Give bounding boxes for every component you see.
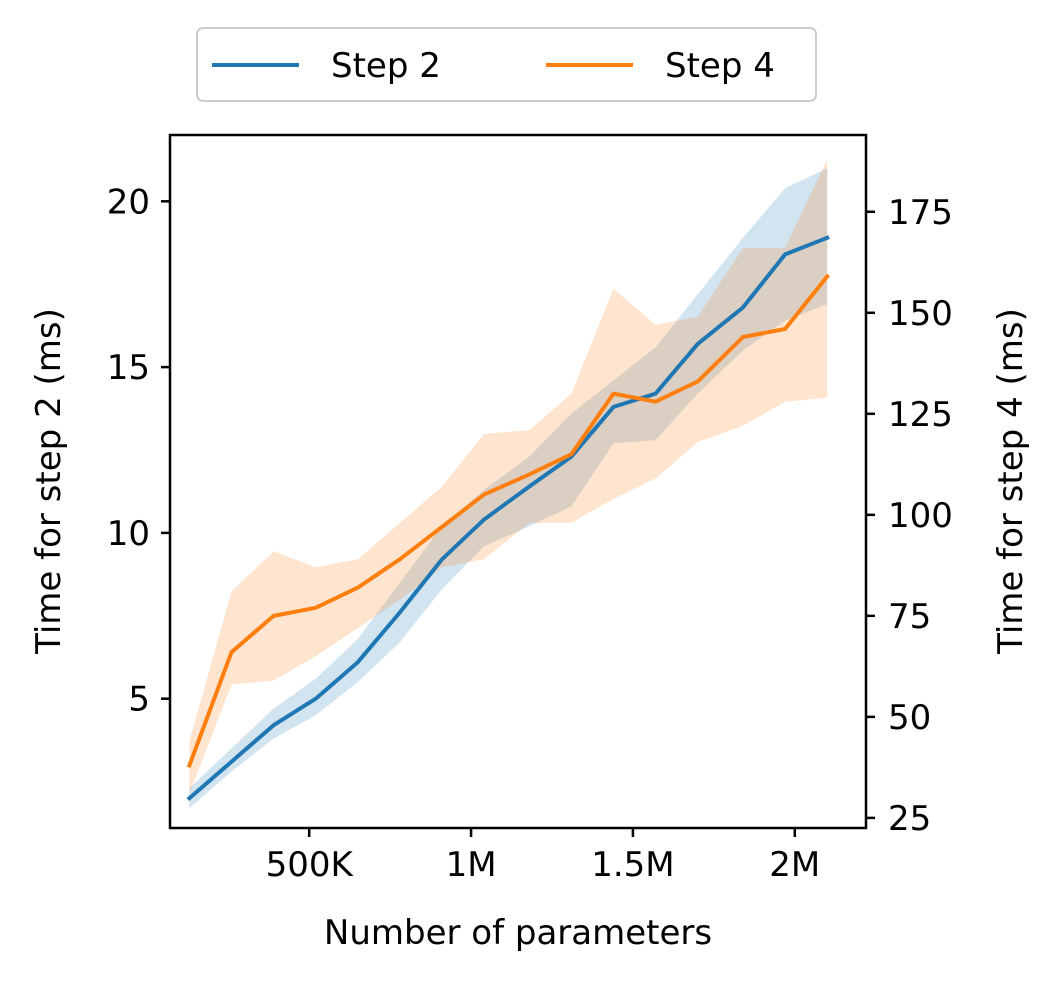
legend-label-step-4: Step 4: [665, 46, 775, 86]
plot-frame: [168, 133, 868, 830]
y-axis-right-ticks: 25 50 75 100 125 150 175: [866, 193, 953, 839]
y-left-tick-label: 20: [107, 182, 150, 222]
x-tick-label: 1.5M: [591, 845, 674, 885]
line-step-4: [186, 273, 831, 768]
y-left-tick-label: 5: [128, 680, 150, 720]
legend: Step 2 Step 4: [196, 27, 817, 102]
y-axis-left-title: Time for step 2 (ms): [29, 308, 69, 655]
legend-box: [196, 27, 817, 102]
y-axis-right-title: Time for step 4 (ms): [991, 308, 1031, 655]
y-left-tick-label: 10: [107, 514, 150, 554]
y-axis-left-ticks: 5 10 15 20: [107, 182, 170, 720]
band-step-2: [189, 168, 828, 809]
band-step-4: [189, 159, 828, 794]
y-left-tick-label: 15: [107, 348, 150, 388]
x-axis-ticks: 500K 1M 1.5M 2M: [266, 828, 820, 885]
y-right-tick-label: 50: [888, 698, 931, 738]
y-right-tick-label: 125: [888, 395, 953, 435]
x-tick-label: 500K: [266, 845, 355, 885]
x-axis-title: Number of parameters: [324, 913, 712, 953]
series-lines: [186, 235, 831, 802]
y-right-tick-label: 25: [888, 799, 931, 839]
x-tick-label: 1M: [446, 845, 497, 885]
x-tick-label: 2M: [769, 845, 820, 885]
line-step-2: [186, 235, 830, 802]
legend-label-step-2: Step 2: [331, 46, 441, 86]
y-right-tick-label: 150: [888, 294, 953, 334]
y-right-tick-label: 100: [888, 496, 953, 536]
confidence-bands: [189, 159, 828, 809]
y-right-tick-label: 75: [888, 597, 931, 637]
y-right-tick-label: 175: [888, 193, 953, 233]
